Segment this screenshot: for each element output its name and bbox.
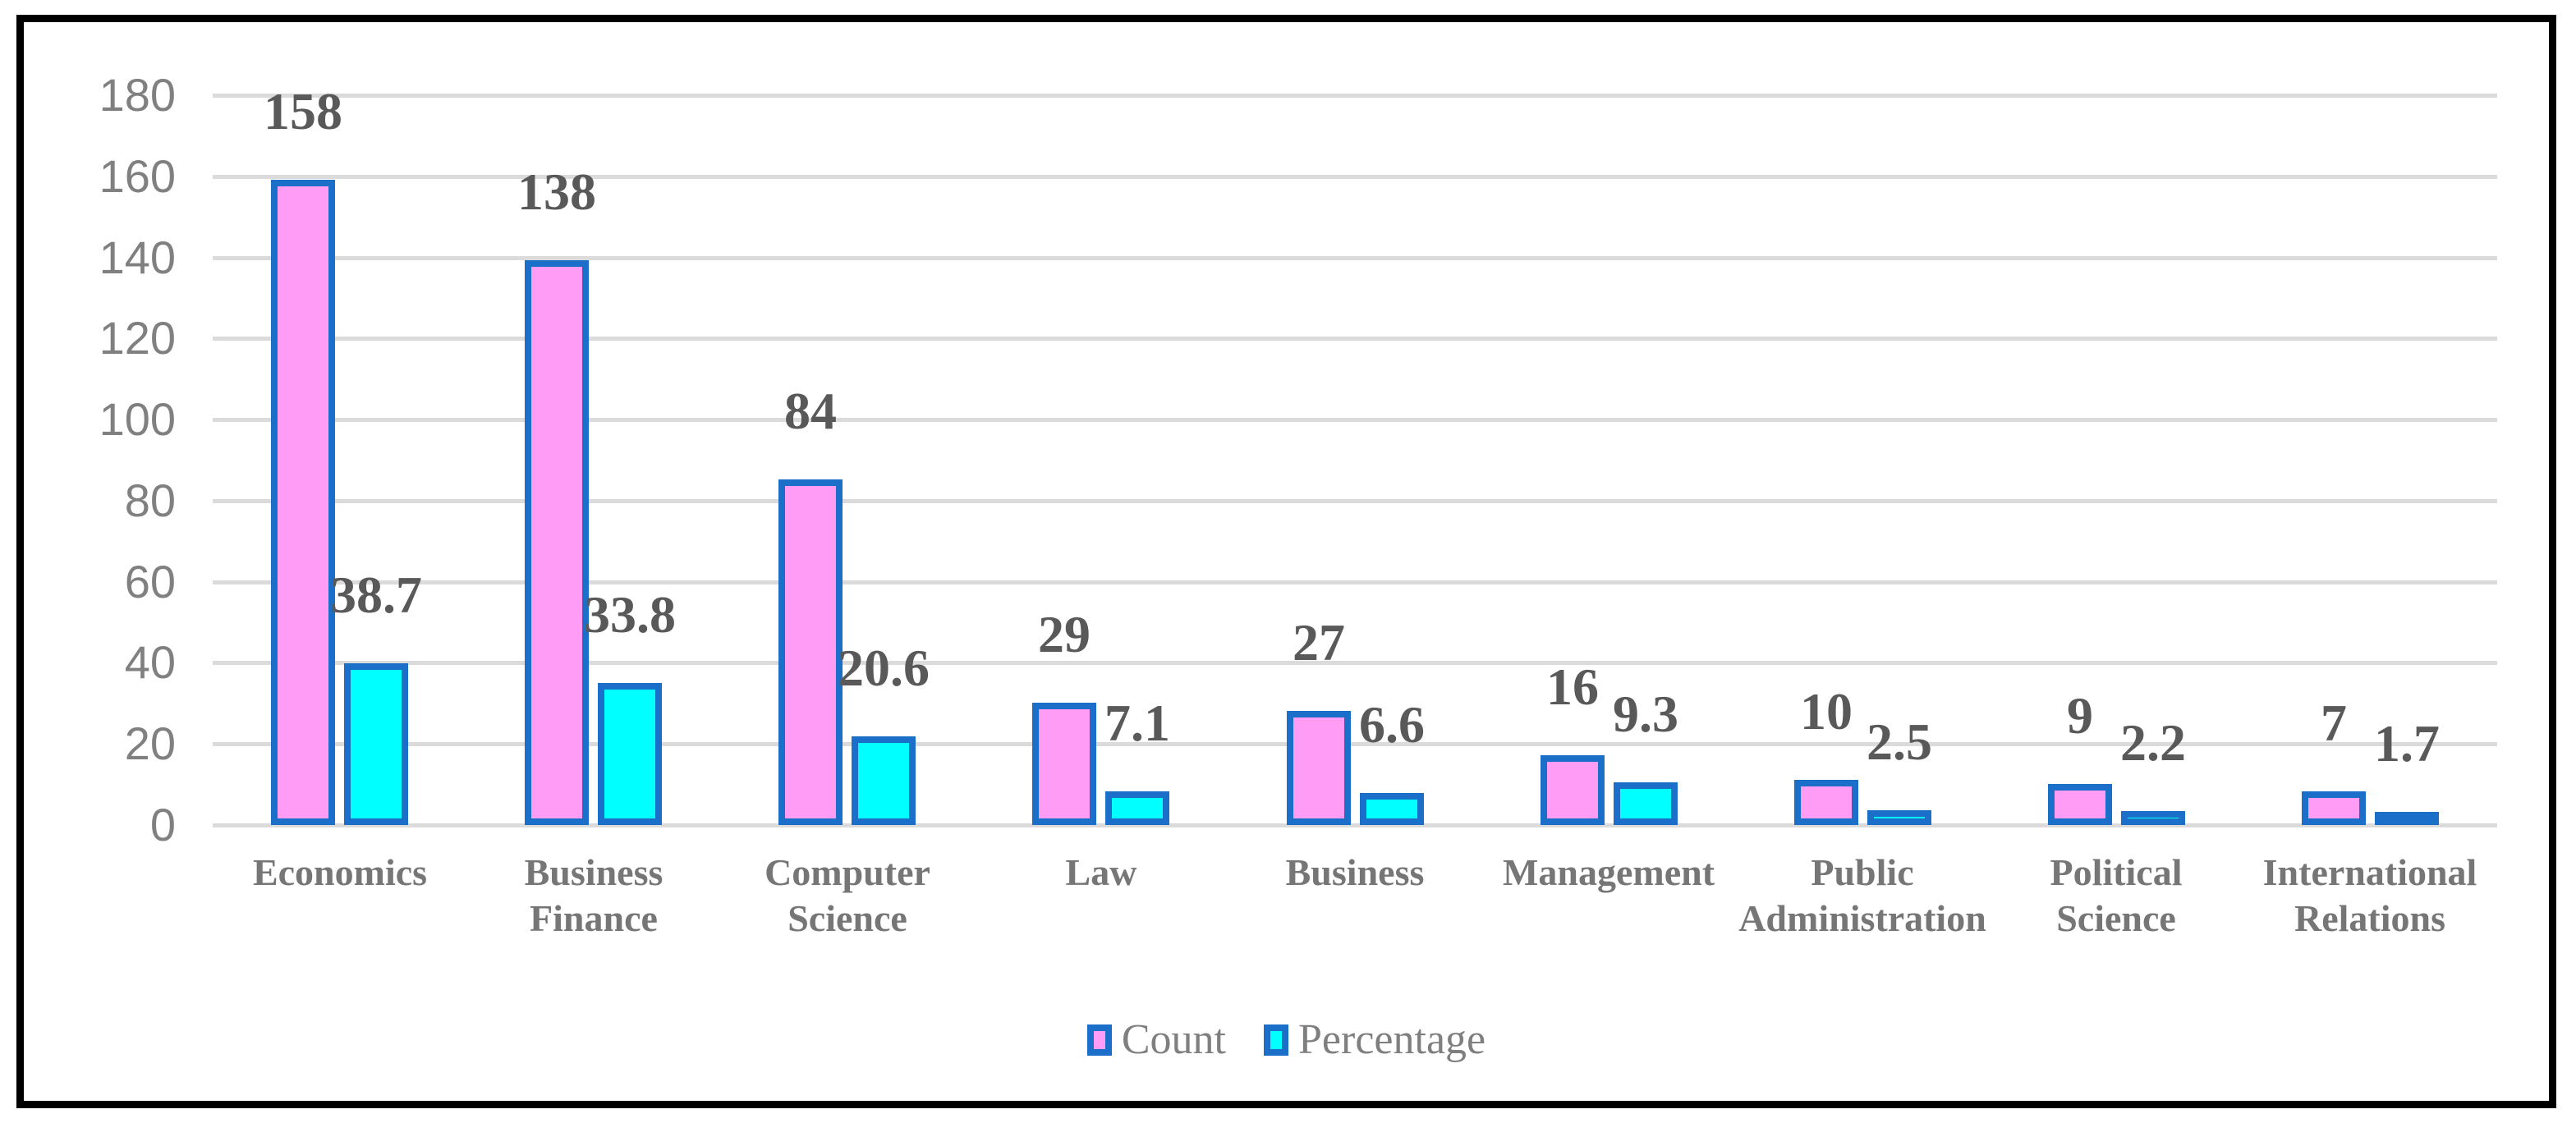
category-label-3: Law bbox=[1065, 851, 1137, 893]
y-tick-label: 60 bbox=[124, 555, 176, 607]
y-tick-label: 0 bbox=[149, 799, 176, 850]
category-label-5: Management bbox=[1502, 851, 1715, 893]
chart-frame: 0 20 40 60 80 100 120 140 160 180 158 138 84 29 27 16 10… bbox=[16, 15, 2556, 1108]
category-label-8: International Relations bbox=[2262, 851, 2477, 939]
data-label-percentage-8: 1.7 bbox=[2374, 714, 2440, 772]
gridline bbox=[213, 823, 2497, 827]
y-tick-label: 180 bbox=[99, 69, 176, 121]
data-label-count-6: 10 bbox=[1800, 682, 1853, 740]
bar-count-7 bbox=[2048, 784, 2112, 825]
data-label-percentage-4: 6.6 bbox=[1359, 695, 1425, 754]
y-tick-label: 120 bbox=[99, 312, 176, 364]
bar-percentage-3 bbox=[1105, 791, 1169, 825]
legend-item-percentage: Percentage bbox=[1264, 1015, 1485, 1065]
y-tick-label: 80 bbox=[124, 474, 176, 526]
bar-count-0 bbox=[271, 180, 335, 825]
bar-count-4 bbox=[1287, 711, 1351, 825]
bar-count-8 bbox=[2302, 791, 2366, 825]
category-label-6: Public Administration bbox=[1738, 851, 1986, 939]
gridline bbox=[213, 661, 2497, 666]
y-tick-label: 40 bbox=[124, 636, 176, 689]
data-label-percentage-5: 9.3 bbox=[1613, 685, 1678, 743]
gridline bbox=[213, 337, 2497, 341]
gridline bbox=[213, 174, 2497, 179]
bar-percentage-0 bbox=[344, 663, 408, 825]
bar-count-5 bbox=[1541, 755, 1605, 825]
y-tick-label: 140 bbox=[99, 231, 176, 283]
legend-label-percentage: Percentage bbox=[1298, 1016, 1486, 1063]
gridline bbox=[213, 742, 2497, 747]
legend-swatch-percentage-icon bbox=[1264, 1024, 1289, 1056]
bar-percentage-5 bbox=[1614, 782, 1678, 825]
legend-item-count: Count bbox=[1086, 1015, 1227, 1065]
bar-percentage-8 bbox=[2375, 812, 2439, 825]
category-label-7: Political Science bbox=[2050, 851, 2183, 939]
data-label-count-3: 29 bbox=[1038, 605, 1091, 663]
bar-percentage-1 bbox=[598, 683, 662, 825]
bar-count-3 bbox=[1032, 703, 1096, 825]
data-label-percentage-1: 33.8 bbox=[584, 585, 676, 644]
category-label-4: Business bbox=[1285, 851, 1425, 893]
bar-percentage-7 bbox=[2121, 811, 2185, 825]
gridline bbox=[213, 418, 2497, 423]
data-label-count-8: 7 bbox=[2321, 694, 2347, 752]
gridline bbox=[213, 94, 2497, 98]
y-tick-label: 100 bbox=[99, 393, 176, 446]
plot-area: 0 20 40 60 80 100 120 140 160 180 158 138 84 29 27 16 10… bbox=[24, 22, 2549, 1101]
data-label-percentage-7: 2.2 bbox=[2120, 713, 2186, 772]
gridline bbox=[213, 580, 2497, 584]
data-label-count-0: 158 bbox=[264, 82, 342, 140]
bar-count-6 bbox=[1794, 780, 1858, 825]
data-label-count-5: 16 bbox=[1546, 658, 1599, 716]
data-label-count-4: 27 bbox=[1293, 613, 1345, 672]
y-tick-label: 20 bbox=[124, 717, 176, 770]
data-label-percentage-3: 7.1 bbox=[1104, 694, 1170, 752]
bar-percentage-4 bbox=[1360, 793, 1424, 825]
gridline bbox=[213, 498, 2497, 503]
y-tick-label: 160 bbox=[99, 149, 176, 202]
data-label-percentage-0: 38.7 bbox=[330, 566, 422, 624]
legend-label-count: Count bbox=[1121, 1016, 1227, 1063]
category-label-1: Business Finance bbox=[524, 851, 664, 939]
bar-count-1 bbox=[525, 260, 589, 825]
legend: Count Percentage bbox=[24, 1007, 2549, 1073]
data-label-count-7: 9 bbox=[2067, 686, 2093, 745]
bar-count-2 bbox=[778, 479, 843, 825]
data-label-percentage-2: 20.6 bbox=[838, 639, 930, 697]
data-label-count-1: 138 bbox=[517, 163, 596, 221]
category-label-0: Economics bbox=[252, 851, 428, 893]
gridline bbox=[213, 255, 2497, 260]
legend-swatch-count-icon bbox=[1086, 1024, 1112, 1056]
category-label-2: Computer Science bbox=[765, 851, 930, 939]
data-label-percentage-6: 2.5 bbox=[1867, 713, 1932, 771]
bar-percentage-2 bbox=[852, 736, 916, 825]
data-label-count-2: 84 bbox=[784, 382, 837, 440]
bar-percentage-6 bbox=[1867, 810, 1931, 825]
